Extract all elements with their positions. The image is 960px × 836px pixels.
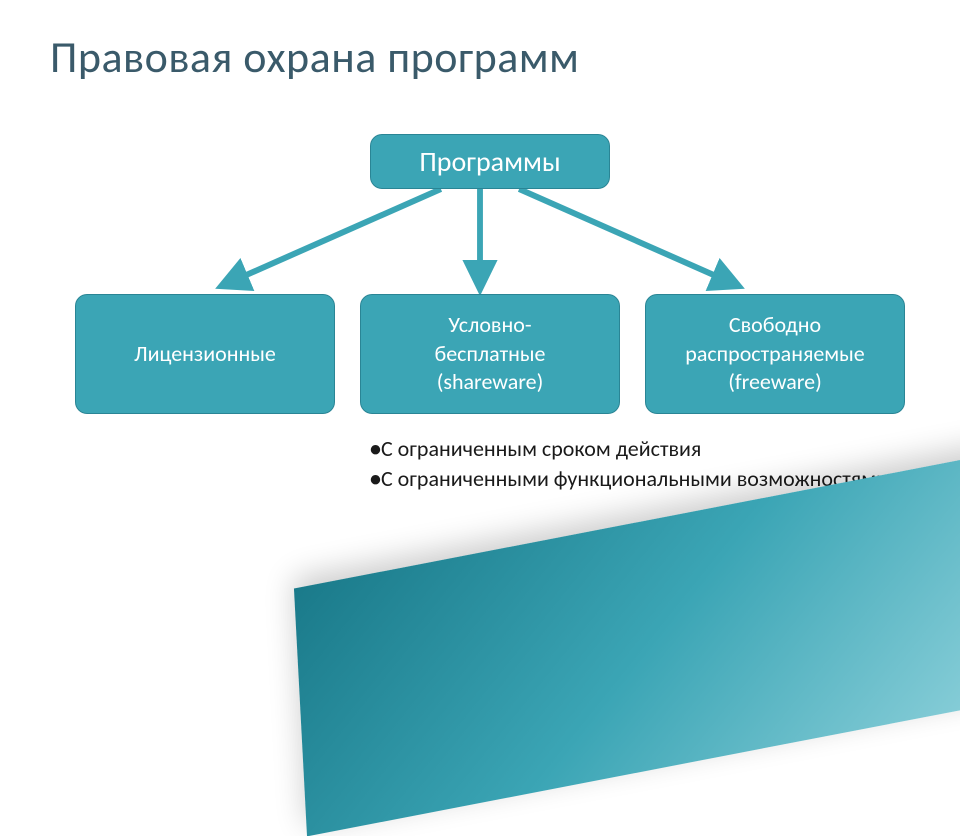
bullet-text: С ограниченным сроком действия [381, 435, 701, 462]
arrow-right [519, 189, 734, 284]
page-title: Правовая охрана программ [50, 30, 910, 84]
child-node-label: Лицензионные [134, 340, 276, 369]
child-node-label: Свободно распространяемые (freeware) [685, 311, 864, 397]
child-node-freeware: Свободно распространяемые (freeware) [645, 294, 905, 414]
diagram: Программы Лицензионные Условно- бесплатн… [50, 134, 910, 534]
bullet-item: •С ограниченным сроком действия [370, 434, 888, 464]
root-node: Программы [370, 134, 610, 189]
root-node-label: Программы [419, 144, 560, 179]
child-node-label: Условно- бесплатные (shareware) [435, 311, 546, 397]
slide: Правовая охрана программ Программы Лицен… [0, 0, 960, 720]
shareware-bullets: •С ограниченным сроком действия •С огран… [370, 434, 888, 493]
child-node-shareware: Условно- бесплатные (shareware) [360, 294, 620, 414]
child-node-licensed: Лицензионные [75, 294, 335, 414]
arrow-left [226, 189, 441, 284]
